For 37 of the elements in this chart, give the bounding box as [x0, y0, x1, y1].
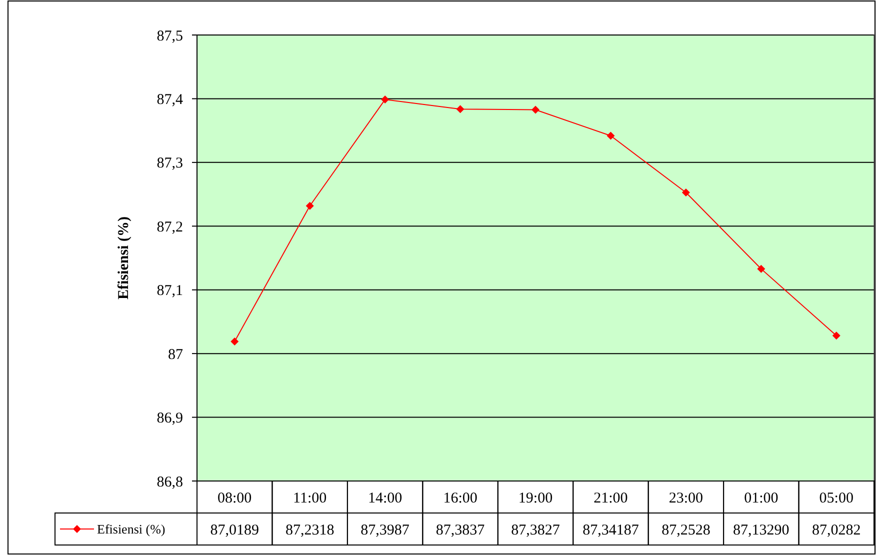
- data-label: 87,3987: [360, 522, 410, 538]
- x-tick-label: 05:00: [819, 490, 854, 506]
- data-label: 87,0189: [210, 522, 259, 538]
- point: [682, 188, 690, 196]
- data-label: 87,13290: [733, 522, 790, 538]
- y-tick-label: 86,9: [156, 410, 183, 427]
- x-tick-label: 01:00: [744, 490, 778, 506]
- legend-label: Efisiensi (%): [97, 522, 166, 537]
- x-tick-label: 21:00: [594, 490, 628, 506]
- y-tick-label: 87,2: [156, 219, 183, 236]
- point: [757, 264, 766, 273]
- y-tick-label: 87,3: [156, 156, 183, 172]
- point: [606, 132, 615, 140]
- data-label: 87,2528: [662, 522, 710, 538]
- point: [456, 105, 464, 114]
- y-tick-label: 87,4: [156, 92, 184, 108]
- y-tick-label: 87,1: [156, 283, 183, 300]
- x-tick-label: 08:00: [218, 490, 252, 506]
- point: [381, 96, 390, 104]
- y-tick-label: 86,8: [156, 474, 183, 490]
- data-label: 87,2318: [285, 522, 334, 538]
- x-tick-label: 19:00: [518, 490, 553, 506]
- x-tick-label: 11:00: [293, 490, 327, 506]
- data-label: 87,0282: [812, 522, 861, 538]
- y-axis-title: Efisiensi (%): [116, 216, 132, 300]
- data-label: 87,3827: [511, 522, 560, 538]
- point: [532, 106, 540, 114]
- data-label: 87,3837: [436, 522, 486, 538]
- y-tick-label: 87,5: [156, 28, 183, 44]
- point: [832, 332, 840, 340]
- data-label: 87,34187: [582, 522, 640, 538]
- y-tick-label: 87: [168, 346, 184, 363]
- point: [306, 202, 314, 210]
- point: [230, 338, 239, 346]
- x-tick-label: 16:00: [443, 490, 478, 506]
- x-tick-label: 14:00: [368, 490, 402, 506]
- x-tick-label: 23:00: [668, 490, 704, 506]
